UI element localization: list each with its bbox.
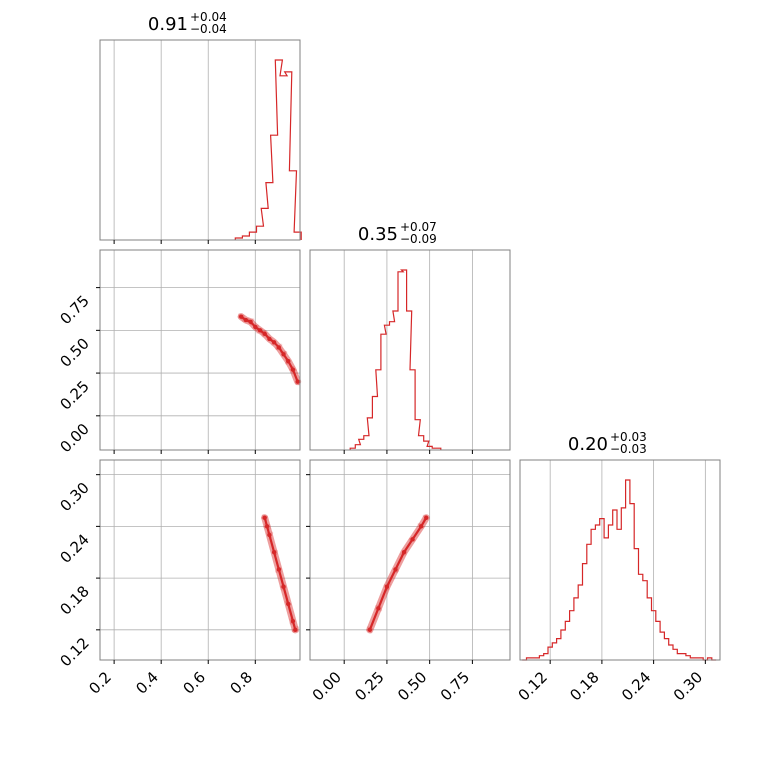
hist-2-xtick-label-2: 0.24	[618, 668, 654, 704]
pair-0-2-sample-8-2	[296, 626, 299, 629]
pair-0-1-point-9	[281, 352, 286, 357]
pair-1-2-xtick-label-0: 0.00	[309, 668, 345, 704]
pair-0-2-ytick-label-3: 0.30	[56, 479, 92, 515]
pair-0-2-point-6	[286, 601, 291, 607]
pair-1-2-point-0	[367, 627, 373, 633]
title-plus-1: +0.07	[400, 220, 437, 234]
pair-1-2-xtick-label-2: 0.50	[394, 668, 430, 704]
pair-0-1-point-8	[276, 345, 282, 350]
pair-0-2-point-2	[267, 532, 272, 538]
pair-0-2-sample-2-1	[270, 531, 274, 535]
pair-1-2-contour-outer	[366, 514, 430, 634]
title-minus-0: −0.04	[190, 22, 227, 36]
pair-0-1-point-6	[267, 336, 272, 342]
pair-1-2-xtick-label-3: 0.75	[437, 668, 473, 704]
pair-0-2-point-4	[276, 567, 282, 572]
pair-1-2-point-1	[376, 606, 381, 611]
title-median-2: 0.20	[568, 434, 608, 455]
pair-0-1-point-0	[238, 314, 244, 319]
pair-1-2-xtick-label-1: 0.25	[351, 668, 387, 704]
pair-0-2-point-3	[271, 550, 277, 555]
hist-0-frame	[99, 39, 301, 241]
pair-0-2-point-8	[293, 627, 298, 633]
pair-1-2-point-5	[410, 537, 415, 542]
pair-0-2-frame	[99, 459, 301, 661]
title-plus-2: +0.03	[610, 430, 647, 444]
title-minus-2: −0.03	[610, 442, 647, 456]
pair-1-2-contour-inner	[368, 516, 428, 631]
pair-1-2-frame	[309, 459, 511, 661]
hist-2-xtick-label-0: 0.12	[515, 668, 551, 704]
hist-1-frame	[309, 249, 511, 451]
pair-0-2-point-7	[290, 619, 296, 624]
pair-1-2-point-6	[418, 524, 424, 529]
hist-0-step	[234, 59, 302, 240]
pair-0-2-xtick-label-1: 0.4	[132, 668, 162, 698]
pair-0-1-point-11	[290, 367, 296, 372]
pair-0-1-point-7	[271, 340, 277, 345]
pair-1-2-point-2	[384, 584, 390, 589]
pair-0-1-sample-2-1	[251, 318, 255, 322]
pair-0-2-xtick-label-3: 0.8	[227, 668, 257, 698]
hist-2-xtick-label-3: 0.30	[670, 668, 706, 704]
pair-0-1-frame	[99, 249, 301, 451]
pair-0-1-ytick-label-2: 0.50	[56, 334, 92, 370]
title-minus-1: −0.09	[400, 232, 437, 246]
pair-0-2-point-5	[281, 584, 286, 589]
title-plus-0: +0.04	[190, 10, 227, 24]
hist-2-frame	[519, 459, 721, 661]
pair-1-2-point-7	[424, 515, 429, 520]
pair-0-1-ytick-label-1: 0.25	[56, 377, 92, 413]
pair-0-1-point-5	[262, 331, 267, 336]
hist-2-xtick-label-1: 0.18	[566, 668, 602, 704]
pair-0-1-ytick-label-3: 0.75	[56, 292, 92, 328]
pair-0-2-ytick-label-1: 0.18	[56, 582, 92, 618]
pair-0-1-point-10	[286, 358, 291, 364]
pair-0-2-point-0	[262, 515, 267, 520]
pair-0-2-ytick-label-2: 0.24	[56, 530, 92, 566]
pair-0-2-xtick-label-0: 0.2	[85, 668, 115, 698]
title-median-0: 0.91	[148, 14, 188, 35]
pair-0-1-ytick-label-0: 0.00	[56, 420, 92, 456]
pair-0-2-ytick-label-0: 0.12	[56, 634, 92, 670]
pair-1-2-point-4	[401, 550, 407, 555]
hist-2-step	[522, 479, 717, 661]
pair-1-2-point-3	[393, 567, 398, 572]
title-median-1: 0.35	[358, 224, 398, 245]
pair-0-2-point-1	[264, 524, 270, 529]
pair-0-1-point-4	[257, 328, 263, 333]
pair-0-1-point-1	[243, 317, 249, 323]
pair-0-1-point-12	[295, 379, 300, 384]
pair-0-1-point-2	[248, 319, 253, 324]
pair-0-1-contour-outer	[237, 313, 302, 386]
pair-0-1-sample-8-2	[279, 343, 283, 347]
pair-0-1-point-3	[253, 324, 258, 330]
pair-0-2-xtick-label-2: 0.6	[179, 668, 209, 698]
pair-0-1-contour-inner	[240, 315, 299, 383]
hist-1-step	[349, 269, 442, 450]
